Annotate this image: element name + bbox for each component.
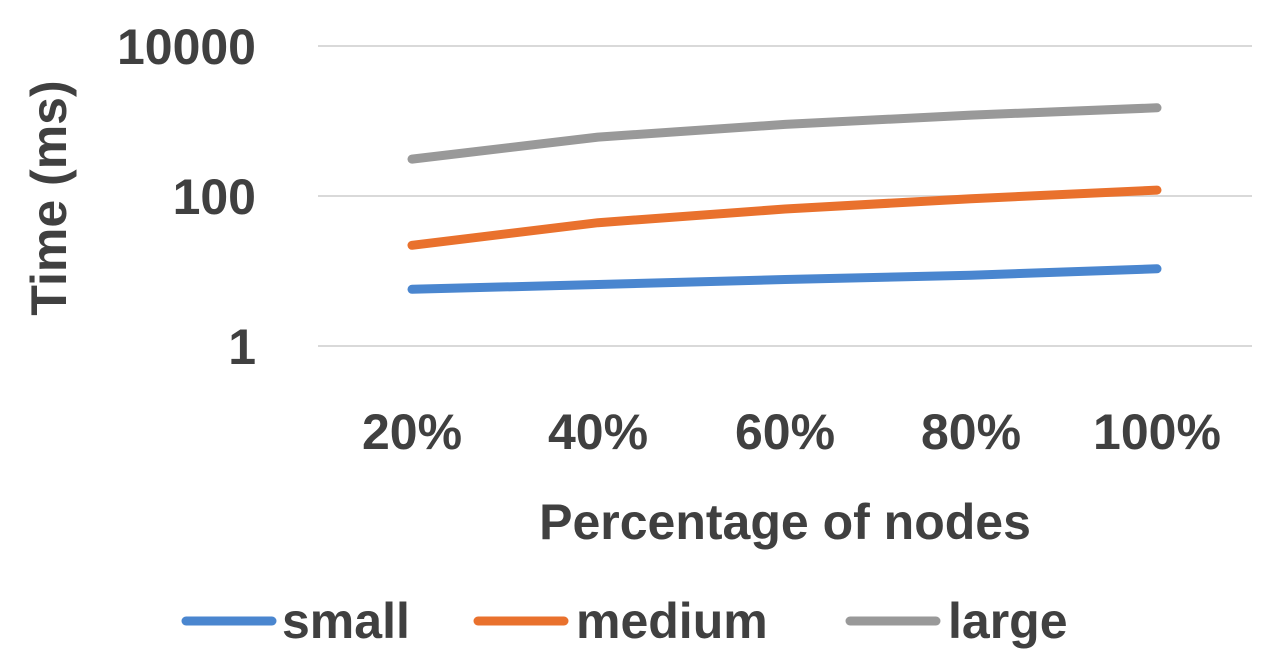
legend-label: medium [576,593,768,649]
legend-label: large [948,593,1068,649]
legend-item-medium: medium [473,593,768,649]
x-tick-label: 20% [362,404,462,460]
x-axis-title: Percentage of nodes [539,494,1031,550]
x-tick-label: 60% [735,404,835,460]
data-point-small [784,279,786,280]
legend-item-small: small [181,593,410,649]
x-axis-ticks: 20% 40% 60% 80% 100% [362,404,1221,460]
y-axis-ticks: 1 100 10000 [117,19,256,375]
data-point-large [597,136,599,138]
data-point-medium [597,222,599,224]
data-point-medium [1156,189,1158,191]
series-lines [407,103,1162,294]
data-point-large [784,123,786,125]
y-tick-label: 100 [173,169,256,225]
y-tick-label: 1 [228,319,256,375]
data-point-small [1156,268,1158,270]
data-point-small [970,274,972,276]
y-axis-title: Time (ms) [21,80,77,315]
data-point-small [411,288,413,290]
y-tick-label: 10000 [117,19,256,75]
data-point-large [970,114,972,116]
legend-label: small [282,593,410,649]
data-point-small [597,284,599,285]
data-point-medium [411,244,413,246]
series-line-large [407,103,1162,164]
legend-item-large: large [845,593,1068,649]
x-tick-label: 80% [921,404,1021,460]
data-point-large [1156,107,1158,109]
series-line-small [407,264,1162,294]
x-tick-label: 100% [1093,404,1221,460]
legend: small medium large [181,593,1068,649]
x-tick-label: 40% [548,404,648,460]
data-point-medium [784,208,786,210]
data-point-large [411,158,413,160]
series-line-medium [407,185,1162,250]
data-point-medium [970,198,972,200]
